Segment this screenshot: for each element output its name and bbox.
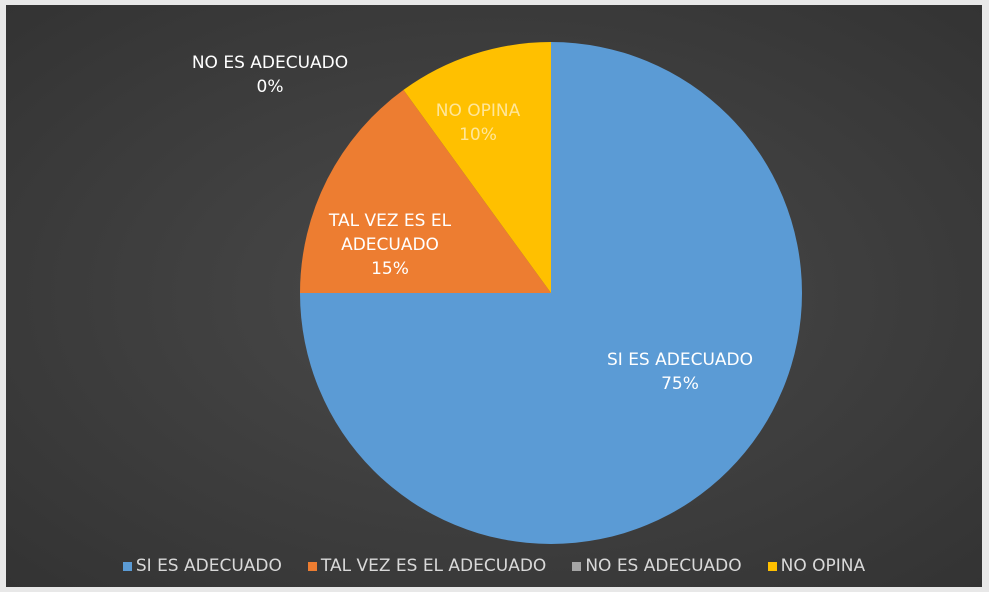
- legend-label: NO OPINA: [780, 556, 866, 576]
- plot: [300, 42, 802, 544]
- legend-item: SI ES ADECUADO: [122, 556, 282, 576]
- legend-label: NO ES ADECUADO: [585, 556, 742, 576]
- data-label-value: 0%: [256, 77, 284, 97]
- data-label: NO OPINA 10%: [378, 99, 578, 147]
- data-label: NO ES ADECUADO 0%: [170, 51, 370, 99]
- pie-slice: [403, 42, 551, 293]
- legend: SI ES ADECUADO TAL VEZ ES EL ADECUADO NO E…: [6, 556, 982, 576]
- legend-item: TAL VEZ ES EL ADECUADO: [307, 556, 547, 576]
- legend-swatch: [307, 561, 317, 571]
- legend-swatch: [572, 561, 582, 571]
- data-label: SI ES ADECUADO 75%: [580, 348, 780, 396]
- legend-item: NO ES ADECUADO: [572, 556, 742, 576]
- data-label-value: 75%: [661, 374, 699, 394]
- data-label-category: NO OPINA: [435, 101, 521, 121]
- legend-item: NO OPINA: [767, 556, 866, 576]
- data-label-category: SI ES ADECUADO: [606, 350, 754, 370]
- legend-swatch: [767, 561, 777, 571]
- chart: SI ES ADECUADO TAL VEZ ES EL ADECUADO NO E…: [6, 5, 982, 587]
- data-label-category: NO ES ADECUADO: [191, 53, 349, 73]
- data-label-value: 15%: [371, 259, 409, 279]
- legend-label: TAL VEZ ES EL ADECUADO: [320, 556, 547, 576]
- data-label-value: 10%: [459, 125, 497, 145]
- legend-label: SI ES ADECUADO: [135, 556, 282, 576]
- data-label-category: TAL VEZ ES EL ADECUADO: [328, 211, 452, 255]
- legend-swatch: [122, 561, 132, 571]
- pie-slice: [300, 89, 551, 293]
- data-label: TAL VEZ ES EL ADECUADO 15%: [315, 209, 465, 281]
